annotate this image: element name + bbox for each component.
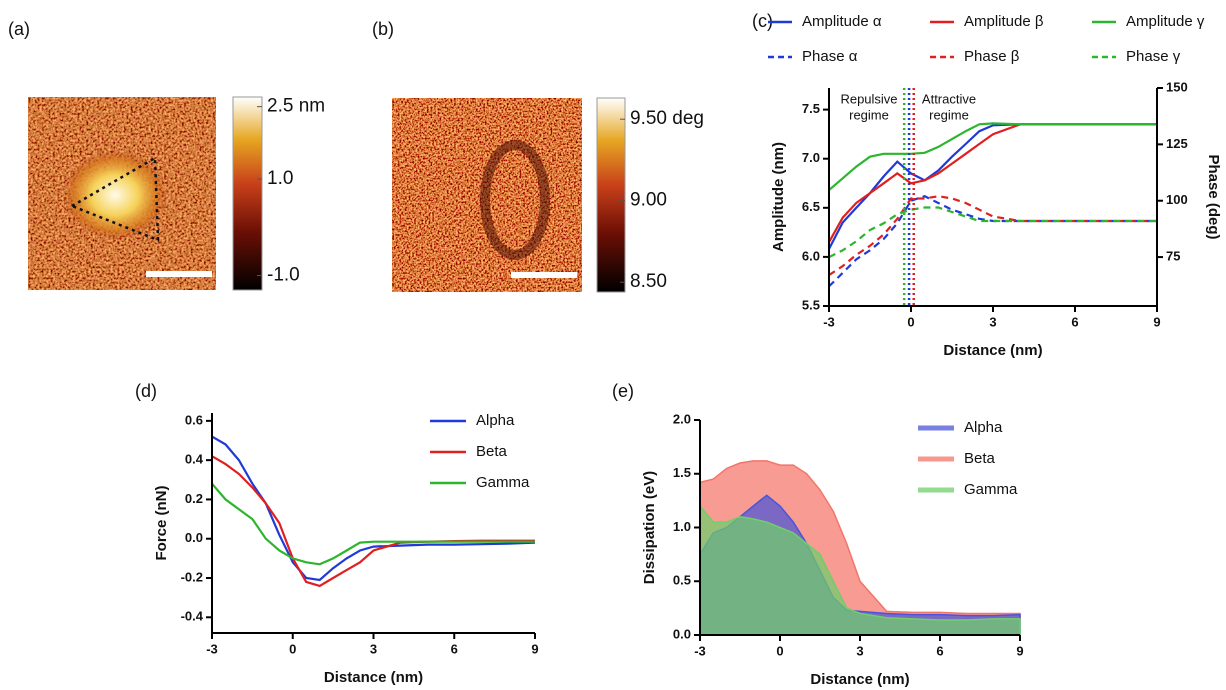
- y-tick-label: 0.5: [673, 573, 691, 588]
- colorbar: [232, 96, 263, 291]
- y-axis-label: Force (nN): [153, 485, 170, 560]
- x-tick-label: -3: [823, 314, 835, 329]
- panel-label: (b): [372, 19, 394, 39]
- colorbar-tick-label: 8.50: [630, 271, 667, 292]
- line: [828, 206, 1157, 259]
- x-tick-label: 6: [936, 643, 943, 658]
- annotation: regime: [929, 107, 969, 122]
- y-tick-label: 1.5: [673, 465, 691, 480]
- y2-axis-label: Phase (deg): [1205, 154, 1222, 239]
- y-tick-label: 0.4: [185, 452, 204, 467]
- line: [828, 195, 1157, 277]
- plot: [211, 435, 536, 588]
- scale-bar: [146, 271, 212, 277]
- x-tick-label: 0: [907, 314, 914, 329]
- legend-label: Alpha: [476, 412, 515, 429]
- y2-tick-label: 75: [1166, 249, 1180, 264]
- y-tick-label: 0.6: [185, 412, 203, 427]
- x-tick-label: 3: [856, 643, 863, 658]
- legend-label: Phase β: [964, 48, 1020, 65]
- y-tick-label: 6.0: [802, 248, 820, 263]
- x-axis-label: Distance (nm): [324, 669, 423, 686]
- triangle-outline: [69, 155, 160, 242]
- plot: [828, 88, 1157, 306]
- annotation: regime: [849, 107, 889, 122]
- line: [828, 195, 1157, 288]
- x-axis-label: Distance (nm): [810, 671, 909, 688]
- y-axis-label: Dissipation (eV): [641, 471, 658, 584]
- legend-label: Phase γ: [1126, 48, 1181, 65]
- legend-label: Gamma: [964, 481, 1018, 498]
- y-tick-label: 0.0: [673, 626, 691, 641]
- x-tick-label: -3: [206, 641, 218, 656]
- annotation: Repulsive: [840, 91, 897, 106]
- line: [211, 482, 535, 566]
- y-tick-label: 2.0: [673, 411, 691, 426]
- line: [211, 435, 536, 582]
- x-tick-label: 3: [989, 314, 996, 329]
- panel-label: (c): [752, 11, 773, 31]
- colorbar-tick-label: 1.0: [267, 168, 293, 189]
- y-axis-label: Amplitude (nm): [770, 142, 787, 252]
- area: [699, 503, 1021, 636]
- y-tick-label: 7.0: [802, 150, 820, 165]
- x-tick-label: 0: [776, 643, 783, 658]
- x-tick-label: 6: [1071, 314, 1078, 329]
- y2-tick-label: 100: [1166, 192, 1188, 207]
- legend-label: Amplitude α: [802, 13, 882, 30]
- legend-label: Phase α: [802, 48, 858, 65]
- y-tick-label: -0.2: [181, 569, 203, 584]
- legend-label: Beta: [964, 450, 996, 467]
- y-tick-label: 0.2: [185, 491, 203, 506]
- x-tick-label: 9: [1153, 314, 1160, 329]
- y-tick-label: 6.5: [802, 199, 820, 214]
- x-axis-label: Distance (nm): [943, 342, 1042, 359]
- colorbar-tick-label: 9.00: [630, 190, 667, 211]
- line: [828, 122, 1157, 191]
- legend-label: Alpha: [964, 419, 1003, 436]
- y-tick-label: 0.0: [185, 530, 203, 545]
- panel-label: (e): [612, 381, 634, 401]
- panel-label: (a): [8, 19, 30, 39]
- legend-label: Amplitude γ: [1126, 13, 1205, 30]
- annotation: Attractive: [922, 91, 976, 106]
- legend-label: Gamma: [476, 474, 530, 491]
- afm-topography: [28, 96, 263, 291]
- afm-phase: [392, 97, 626, 293]
- scale-bar: [511, 272, 577, 278]
- panel-label: (d): [135, 381, 157, 401]
- x-tick-label: 3: [370, 641, 377, 656]
- y-tick-label: 1.0: [673, 519, 691, 534]
- y2-tick-label: 150: [1166, 79, 1188, 94]
- x-tick-label: -3: [694, 643, 706, 658]
- afm-island: [63, 150, 167, 240]
- colorbar: [596, 97, 626, 293]
- colorbar-tick-label: 9.50 deg: [630, 108, 704, 129]
- y-tick-label: -0.4: [181, 609, 204, 624]
- legend-label: Beta: [476, 443, 508, 460]
- x-tick-label: 6: [451, 641, 458, 656]
- x-tick-label: 9: [1016, 643, 1023, 658]
- x-tick-label: 0: [289, 641, 296, 656]
- phase-ring: [480, 140, 550, 260]
- y2-tick-label: 125: [1166, 136, 1188, 151]
- colorbar-tick-label: 2.5 nm: [267, 96, 325, 117]
- y-tick-label: 7.5: [802, 101, 820, 116]
- legend-label: Amplitude β: [964, 13, 1044, 30]
- plot: [699, 460, 1021, 636]
- colorbar-tick-label: -1.0: [267, 265, 300, 286]
- x-tick-label: 9: [531, 641, 538, 656]
- y-tick-label: 5.5: [802, 297, 820, 312]
